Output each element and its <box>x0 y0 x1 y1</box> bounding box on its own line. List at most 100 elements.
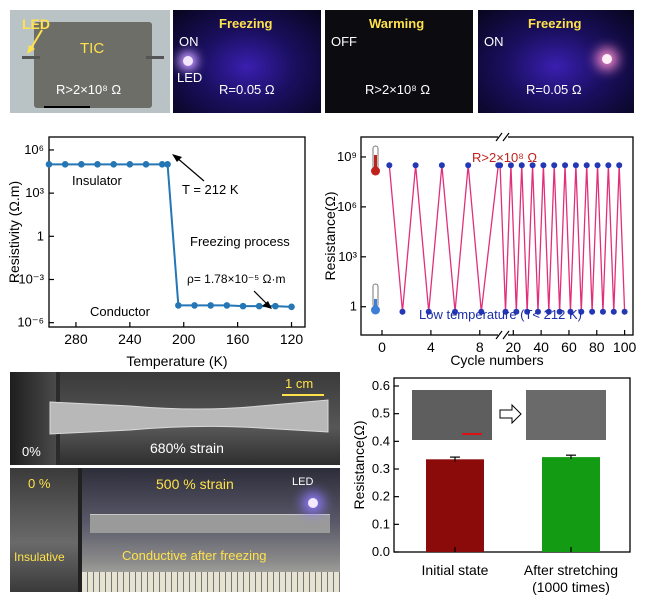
photo-warming: Warming OFF R>2×10⁸ Ω <box>325 10 473 113</box>
state-label: OFF <box>331 34 357 49</box>
data-point <box>583 162 590 169</box>
insulator-label: Insulator <box>72 173 123 188</box>
stretching-bar-chart: 0.0 0.1 0.2 0.3 0.4 0.5 0.6 Initial state After… <box>351 377 631 595</box>
led-glow-icon <box>602 54 612 64</box>
y-tick-label: 1 <box>37 228 44 243</box>
x-tick-label: 120 <box>280 331 304 347</box>
arrow-icon <box>27 29 43 54</box>
data-point <box>507 162 514 169</box>
data-point <box>567 308 574 315</box>
x-tick-label: 60 <box>561 339 577 355</box>
stretched-sample <box>90 514 330 533</box>
data-point <box>142 161 150 168</box>
led-label: LED <box>292 476 314 488</box>
percent-label: 0 % <box>28 476 51 491</box>
led-glow-icon <box>183 56 193 66</box>
x-tick-label: 100 <box>613 339 637 355</box>
data-point <box>255 302 263 310</box>
y-tick-label: 0.6 <box>372 378 390 393</box>
data-point <box>94 161 101 168</box>
scale-label: 1 cm <box>285 376 314 391</box>
state-label: ON <box>484 34 504 49</box>
data-point <box>540 162 547 169</box>
arrow-head <box>172 154 182 162</box>
data-point <box>399 308 406 315</box>
resistance-label: R>2×10⁸ Ω <box>365 82 431 97</box>
category-label-line2: (1000 times) <box>532 579 610 595</box>
ruler <box>82 572 340 592</box>
data-point <box>207 302 214 309</box>
led-label: LED <box>22 16 50 32</box>
resistivity-chart: 10⁶ 10³ 1 10⁻³ 10⁻⁶ 280 240 200 160 120 Insulato… <box>6 136 306 369</box>
y-tick-label: 0.0 <box>372 544 390 559</box>
data-point <box>386 162 393 169</box>
tic-film <box>34 22 152 108</box>
data-point <box>610 308 617 315</box>
data-point <box>126 161 134 168</box>
thermometer-hot-icon <box>371 145 380 176</box>
data-point <box>556 308 563 315</box>
cycling-line <box>388 164 626 312</box>
x-tick-label: 8 <box>476 339 484 355</box>
bar <box>426 459 484 552</box>
data-point <box>551 162 558 169</box>
y-tick-label: 0.1 <box>372 516 390 531</box>
led-label: LED <box>177 70 203 85</box>
x-tick-label: 0 <box>378 339 386 355</box>
data-point <box>158 161 166 168</box>
x-axis-label: Temperature (K) <box>126 353 227 369</box>
conductive-label: Conductive after freezing <box>122 548 267 563</box>
process-label: Freezing process <box>190 234 290 249</box>
photo-freezing-1: Freezing ON LED R=0.05 Ω <box>173 10 321 113</box>
arrow-right-icon <box>499 403 522 425</box>
panel-title: Warming <box>369 16 425 31</box>
category-label: After stretching <box>524 562 618 578</box>
y-axis-label: Resistance(Ω) <box>322 191 338 280</box>
x-tick-label: 240 <box>118 331 142 347</box>
x-tick-label: 80 <box>589 339 605 355</box>
data-point <box>412 162 419 169</box>
data-point <box>605 162 612 169</box>
data-point <box>452 308 459 315</box>
photo-strain-680: 0% 680% strain 1 cm <box>10 372 340 465</box>
annotation-arrow <box>175 156 205 182</box>
sample-photo-stretched <box>526 390 606 440</box>
low-temperature-label: Low temperature (T< 212 K) <box>419 307 582 322</box>
wire-right <box>146 56 164 59</box>
data-point <box>288 303 295 311</box>
data-point <box>478 308 485 315</box>
annotation-arrow <box>253 290 269 306</box>
y-tick-label: 0.4 <box>372 433 390 448</box>
y-tick-label: 0.2 <box>372 489 390 504</box>
bar <box>542 457 600 552</box>
data-point <box>78 161 85 168</box>
stretched-sample <box>49 399 329 435</box>
plot-frame <box>360 136 634 336</box>
data-point <box>497 162 504 169</box>
clamp-left <box>10 468 78 592</box>
conductor-label: Conductor <box>90 304 151 319</box>
y-tick-label: 10⁻³ <box>18 272 44 287</box>
y-tick-label: 10⁹ <box>337 149 357 164</box>
data-point <box>518 162 525 169</box>
photo-strain-500: 0 % 500 % strain LED Insulative Conducti… <box>10 468 340 592</box>
axis-break-icon <box>495 132 510 340</box>
data-point <box>223 302 231 309</box>
arrow-head <box>262 301 272 309</box>
data-point <box>589 308 596 315</box>
x-tick-label: 280 <box>64 331 88 347</box>
data-point <box>572 162 579 169</box>
data-point <box>438 162 445 169</box>
panel-title: Freezing <box>219 16 273 31</box>
scale-bar <box>44 106 90 108</box>
plot-frame <box>393 377 631 553</box>
thermometer-cold-icon <box>371 283 380 315</box>
data-point <box>110 161 117 168</box>
photo-freezing-2: Freezing ON R=0.05 Ω <box>478 10 634 113</box>
state-label: ON <box>179 34 199 49</box>
data-point <box>502 308 509 315</box>
data-point <box>534 308 541 315</box>
y-axis-label: Resistance(Ω) <box>351 420 367 509</box>
data-point <box>594 162 601 169</box>
high-resistance-label: R>2×10⁸ Ω <box>472 150 537 165</box>
